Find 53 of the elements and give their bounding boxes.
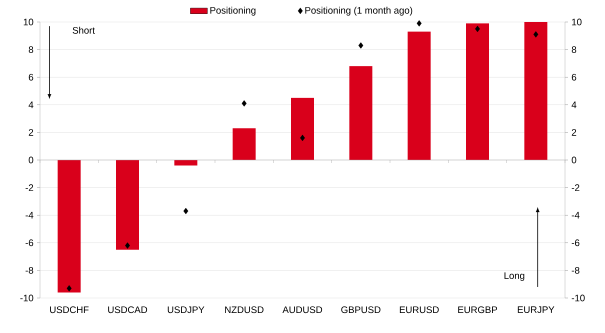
x-tick-label: GBPUSD [341,306,380,314]
point [416,20,422,27]
bar [58,160,81,292]
point [66,285,72,292]
bar [524,22,548,160]
point [125,242,130,249]
y2-tick-label: -2 [572,184,580,191]
bar [174,160,198,166]
bar [349,66,372,160]
y2-tick-label: 4 [572,102,576,108]
y2-tick-label: -8 [572,267,580,274]
y2-tick-label: 8 [572,46,576,53]
y2-tick-label: -6 [572,239,580,246]
point [358,42,364,49]
x-tick-label: USDCHF [50,306,89,314]
y-tick-label: 0 [28,156,34,164]
bar [408,32,431,160]
annotation: Long [504,272,524,281]
point [475,26,480,32]
point [533,31,538,38]
y-tick-label: -2 [26,184,34,191]
x-tick-label: USDJPY [168,306,204,314]
y2-tick-label: 2 [572,129,576,136]
annotation: Short [72,26,95,34]
y-tick-label: -8 [26,267,34,274]
bar [466,23,489,160]
y-tick-label: 4 [28,102,34,108]
y2-tick-label: 10 [572,18,582,26]
y2-tick-label: -10 [572,294,585,302]
x-tick-label: EURUSD [400,306,439,314]
bar [291,98,314,160]
bar [232,128,256,160]
y2-tick-label: -4 [572,212,580,218]
x-tick-label: NZDUSD [225,306,264,314]
y-tick-label: 6 [28,74,34,81]
y2-tick-label: 6 [572,74,576,81]
x-tick-label: AUDUSD [282,306,322,314]
y-tick-label: -6 [26,239,34,246]
legend-label: Positioning (1 month ago) [305,6,412,16]
bar [116,160,139,250]
y-tick-label: 8 [28,46,34,53]
point [183,208,188,214]
legend-label: Positioning [210,6,256,16]
y-tick-label: -10 [20,294,34,302]
point [242,100,247,107]
x-tick-label: EURGBP [458,306,498,314]
y-tick-label: 10 [24,18,34,26]
y-tick-label: 2 [28,129,34,136]
y-tick-label: -4 [26,212,34,218]
x-tick-label: USDCAD [108,306,148,314]
point [300,134,305,142]
x-tick-label: EURJPY [518,306,554,313]
y2-tick-label: 0 [572,156,576,164]
